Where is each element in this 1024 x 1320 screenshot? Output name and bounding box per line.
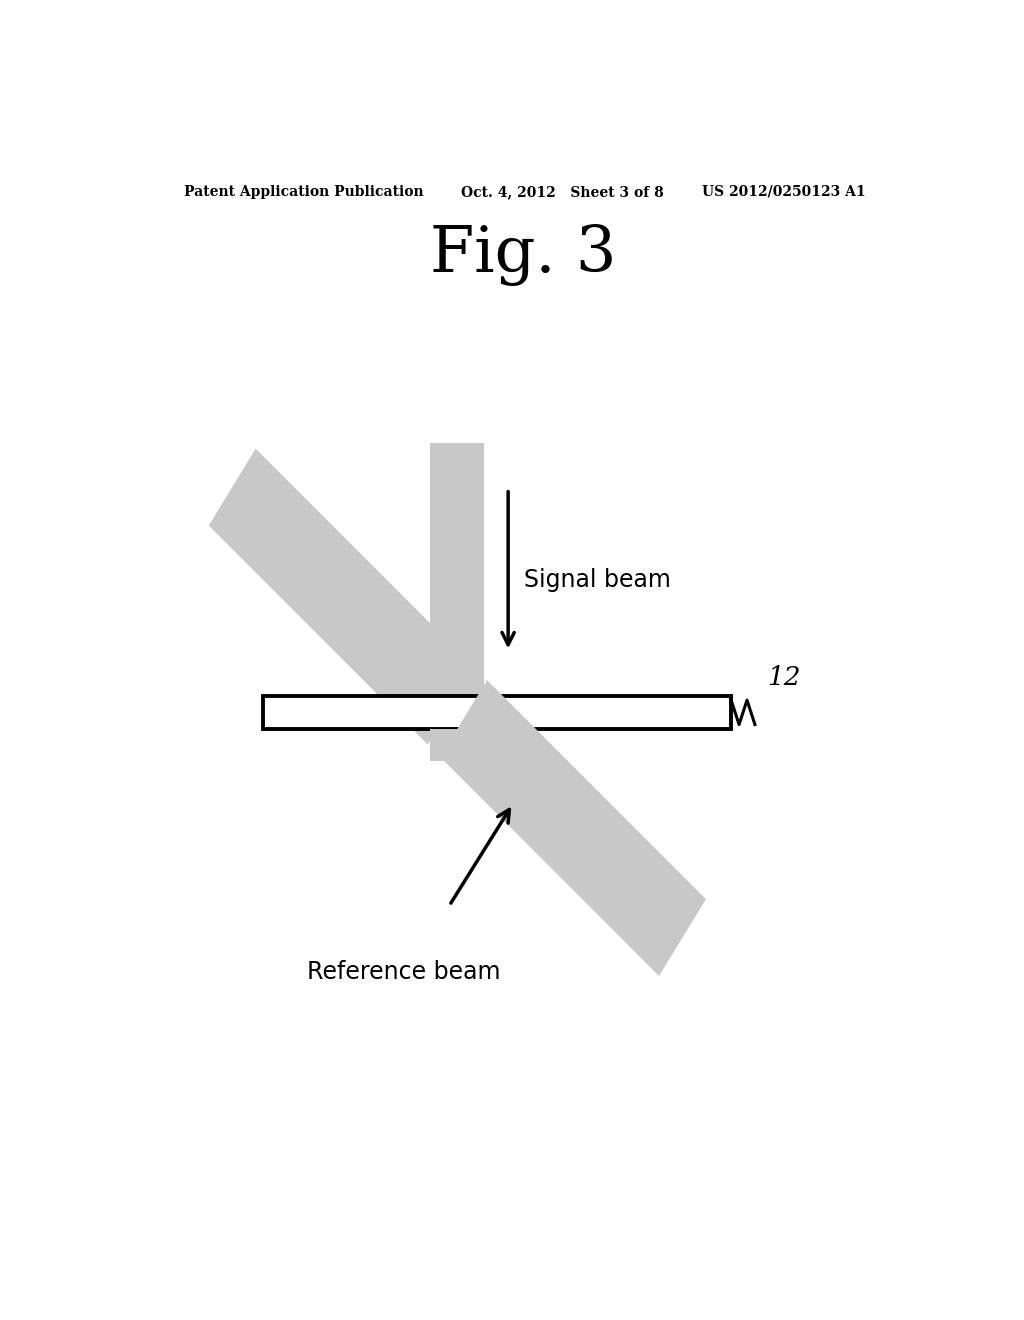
Text: 12: 12	[767, 665, 801, 690]
Bar	[263, 696, 731, 729]
Text: Patent Application Publication: Patent Application Publication	[183, 185, 423, 199]
Polygon shape	[440, 680, 706, 975]
Text: Reference beam: Reference beam	[306, 960, 500, 983]
Polygon shape	[430, 729, 484, 762]
Text: US 2012/0250123 A1: US 2012/0250123 A1	[702, 185, 866, 199]
Text: Fig. 3: Fig. 3	[430, 224, 616, 286]
Text: Signal beam: Signal beam	[524, 568, 671, 593]
Text: Oct. 4, 2012   Sheet 3 of 8: Oct. 4, 2012 Sheet 3 of 8	[461, 185, 664, 199]
Polygon shape	[430, 444, 484, 696]
Polygon shape	[209, 449, 474, 744]
